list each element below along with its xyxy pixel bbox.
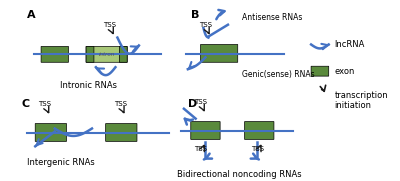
Text: TSS: TSS <box>103 22 116 28</box>
Text: TSS: TSS <box>199 22 212 28</box>
Text: C: C <box>22 99 30 109</box>
FancyBboxPatch shape <box>106 124 137 141</box>
FancyBboxPatch shape <box>311 66 329 76</box>
Text: exon: exon <box>334 67 355 76</box>
Text: TSS: TSS <box>194 99 207 105</box>
Text: TSS: TSS <box>194 146 207 152</box>
Text: Bidirectional noncoding RNAs: Bidirectional noncoding RNAs <box>177 170 302 179</box>
Text: TSS: TSS <box>114 101 127 107</box>
Text: A: A <box>27 10 36 20</box>
FancyBboxPatch shape <box>41 47 68 62</box>
Text: Antisense RNAs: Antisense RNAs <box>242 13 302 22</box>
Text: Intergenic RNAs: Intergenic RNAs <box>27 158 95 167</box>
Text: TSS: TSS <box>38 101 52 107</box>
Text: Intronic RNAs: Intronic RNAs <box>60 81 116 90</box>
FancyBboxPatch shape <box>86 47 94 62</box>
Text: TSS: TSS <box>251 146 264 152</box>
Text: D: D <box>188 99 197 109</box>
Text: lncRNA: lncRNA <box>334 40 365 49</box>
Text: intron: intron <box>98 52 115 57</box>
Text: B: B <box>191 10 199 20</box>
FancyBboxPatch shape <box>86 47 127 62</box>
FancyBboxPatch shape <box>200 45 238 62</box>
FancyBboxPatch shape <box>35 124 66 141</box>
FancyBboxPatch shape <box>191 122 220 139</box>
FancyBboxPatch shape <box>119 47 127 62</box>
Text: transcription
initiation: transcription initiation <box>334 91 388 110</box>
Text: Genic(sense) RNAs: Genic(sense) RNAs <box>242 70 314 79</box>
FancyBboxPatch shape <box>244 122 274 139</box>
